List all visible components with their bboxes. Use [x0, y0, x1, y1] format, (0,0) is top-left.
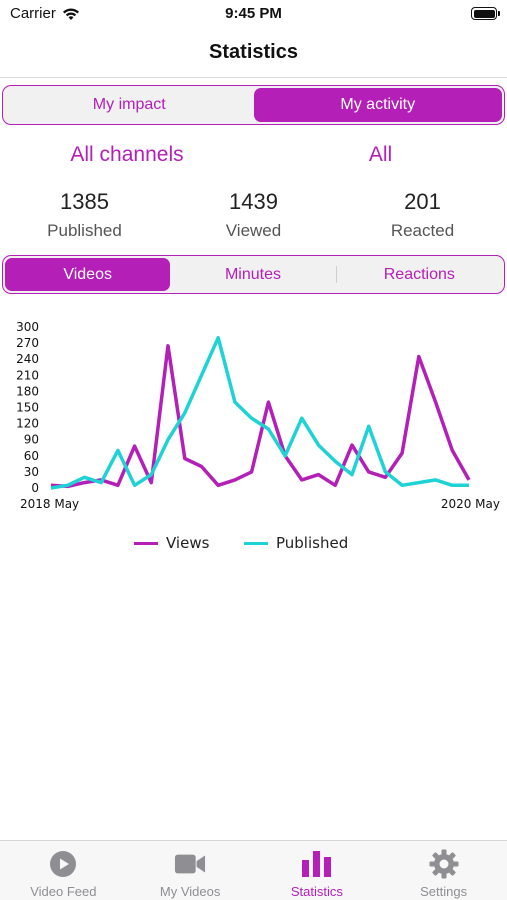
navigation-bar: Statistics	[0, 28, 507, 78]
y-tick-label: 180	[16, 384, 39, 398]
y-tick-label: 90	[24, 433, 39, 447]
stat-label: Reacted	[390, 221, 455, 240]
tab-label: Settings	[420, 884, 468, 899]
tab-video-feed[interactable]: Video Feed	[0, 841, 127, 900]
stat-reacted: 201 Reacted	[338, 189, 507, 241]
series-line-published	[50, 335, 469, 490]
stat-published: 1385 Published	[0, 189, 169, 241]
stat-label: Published	[47, 221, 122, 240]
y-tick-label: 240	[16, 352, 39, 366]
metric-segmented-control: Videos Minutes Reactions	[2, 255, 505, 294]
legend-swatch-views	[134, 541, 158, 545]
page-title: Statistics	[209, 41, 298, 63]
y-tick-label: 0	[31, 481, 39, 495]
y-tick-label: 300	[16, 320, 39, 334]
tab-statistics[interactable]: Statistics	[254, 841, 381, 900]
tab-my-impact[interactable]: My impact	[92, 96, 166, 113]
legend-item-published: Published	[244, 534, 348, 552]
wifi-icon	[62, 8, 79, 20]
status-time: 9:45 PM	[225, 5, 282, 22]
legend-item-views: Views	[134, 534, 209, 552]
play-circle-icon	[47, 850, 79, 878]
scope-segmented-control: My impact My activity	[2, 85, 505, 125]
tab-my-activity[interactable]: My activity	[253, 88, 502, 122]
legend-label: Views	[166, 534, 210, 552]
legend-label: Published	[276, 534, 349, 552]
tab-label: Video Feed	[30, 884, 97, 899]
channel-filter[interactable]: All channels	[70, 143, 184, 166]
carrier-label: Carrier	[10, 5, 56, 22]
stat-viewed: 1439 Viewed	[169, 189, 338, 241]
tab-reactions[interactable]: Reactions	[383, 265, 455, 283]
series-line-views	[50, 344, 471, 489]
gear-icon	[428, 849, 460, 879]
filters: All channels All	[0, 143, 507, 171]
stat-value: 1385	[60, 189, 109, 214]
y-tick-label: 270	[16, 336, 39, 350]
y-tick-label: 120	[16, 417, 39, 431]
legend-swatch-published	[244, 541, 268, 545]
line-chart: 0 30 60 90 120 150 180 210 240 270 300 2018 May 2020…	[16, 320, 500, 511]
stat-value: 1439	[229, 189, 278, 214]
segment-divider	[335, 266, 337, 283]
tab-settings[interactable]: Settings	[380, 841, 507, 900]
y-tick-label: 210	[16, 368, 39, 382]
x-tick-label-end: 2020 May	[441, 497, 500, 511]
tab-my-videos[interactable]: My Videos	[127, 841, 254, 900]
tab-minutes[interactable]: Minutes	[224, 265, 281, 283]
tab-videos[interactable]: Videos	[5, 258, 171, 291]
status-carrier: Carrier	[10, 5, 80, 22]
y-tick-label: 150	[16, 401, 39, 415]
battery-icon	[471, 7, 500, 20]
stat-label: Viewed	[225, 221, 282, 240]
tab-bar: Video Feed My Videos Statistics	[0, 840, 507, 900]
tab-label: My Videos	[159, 884, 221, 899]
video-camera-icon	[174, 850, 206, 878]
type-filter[interactable]: All	[368, 143, 393, 166]
chart-legend: Views Published	[0, 534, 507, 554]
x-tick-label-start: 2018 May	[20, 497, 79, 511]
stats-summary: 1385 Published 1439 Viewed 201 Reacted	[0, 189, 507, 241]
y-tick-label: 30	[24, 465, 39, 479]
status-bar: Carrier 9:45 PM	[0, 0, 507, 28]
bar-chart-icon	[301, 850, 333, 878]
tab-label: Statistics	[290, 884, 343, 899]
y-tick-label: 60	[24, 449, 39, 463]
activity-chart: 0 30 60 90 120 150 180 210 240 270 300 2018 May 2020…	[0, 315, 507, 555]
stat-value: 201	[404, 189, 441, 214]
